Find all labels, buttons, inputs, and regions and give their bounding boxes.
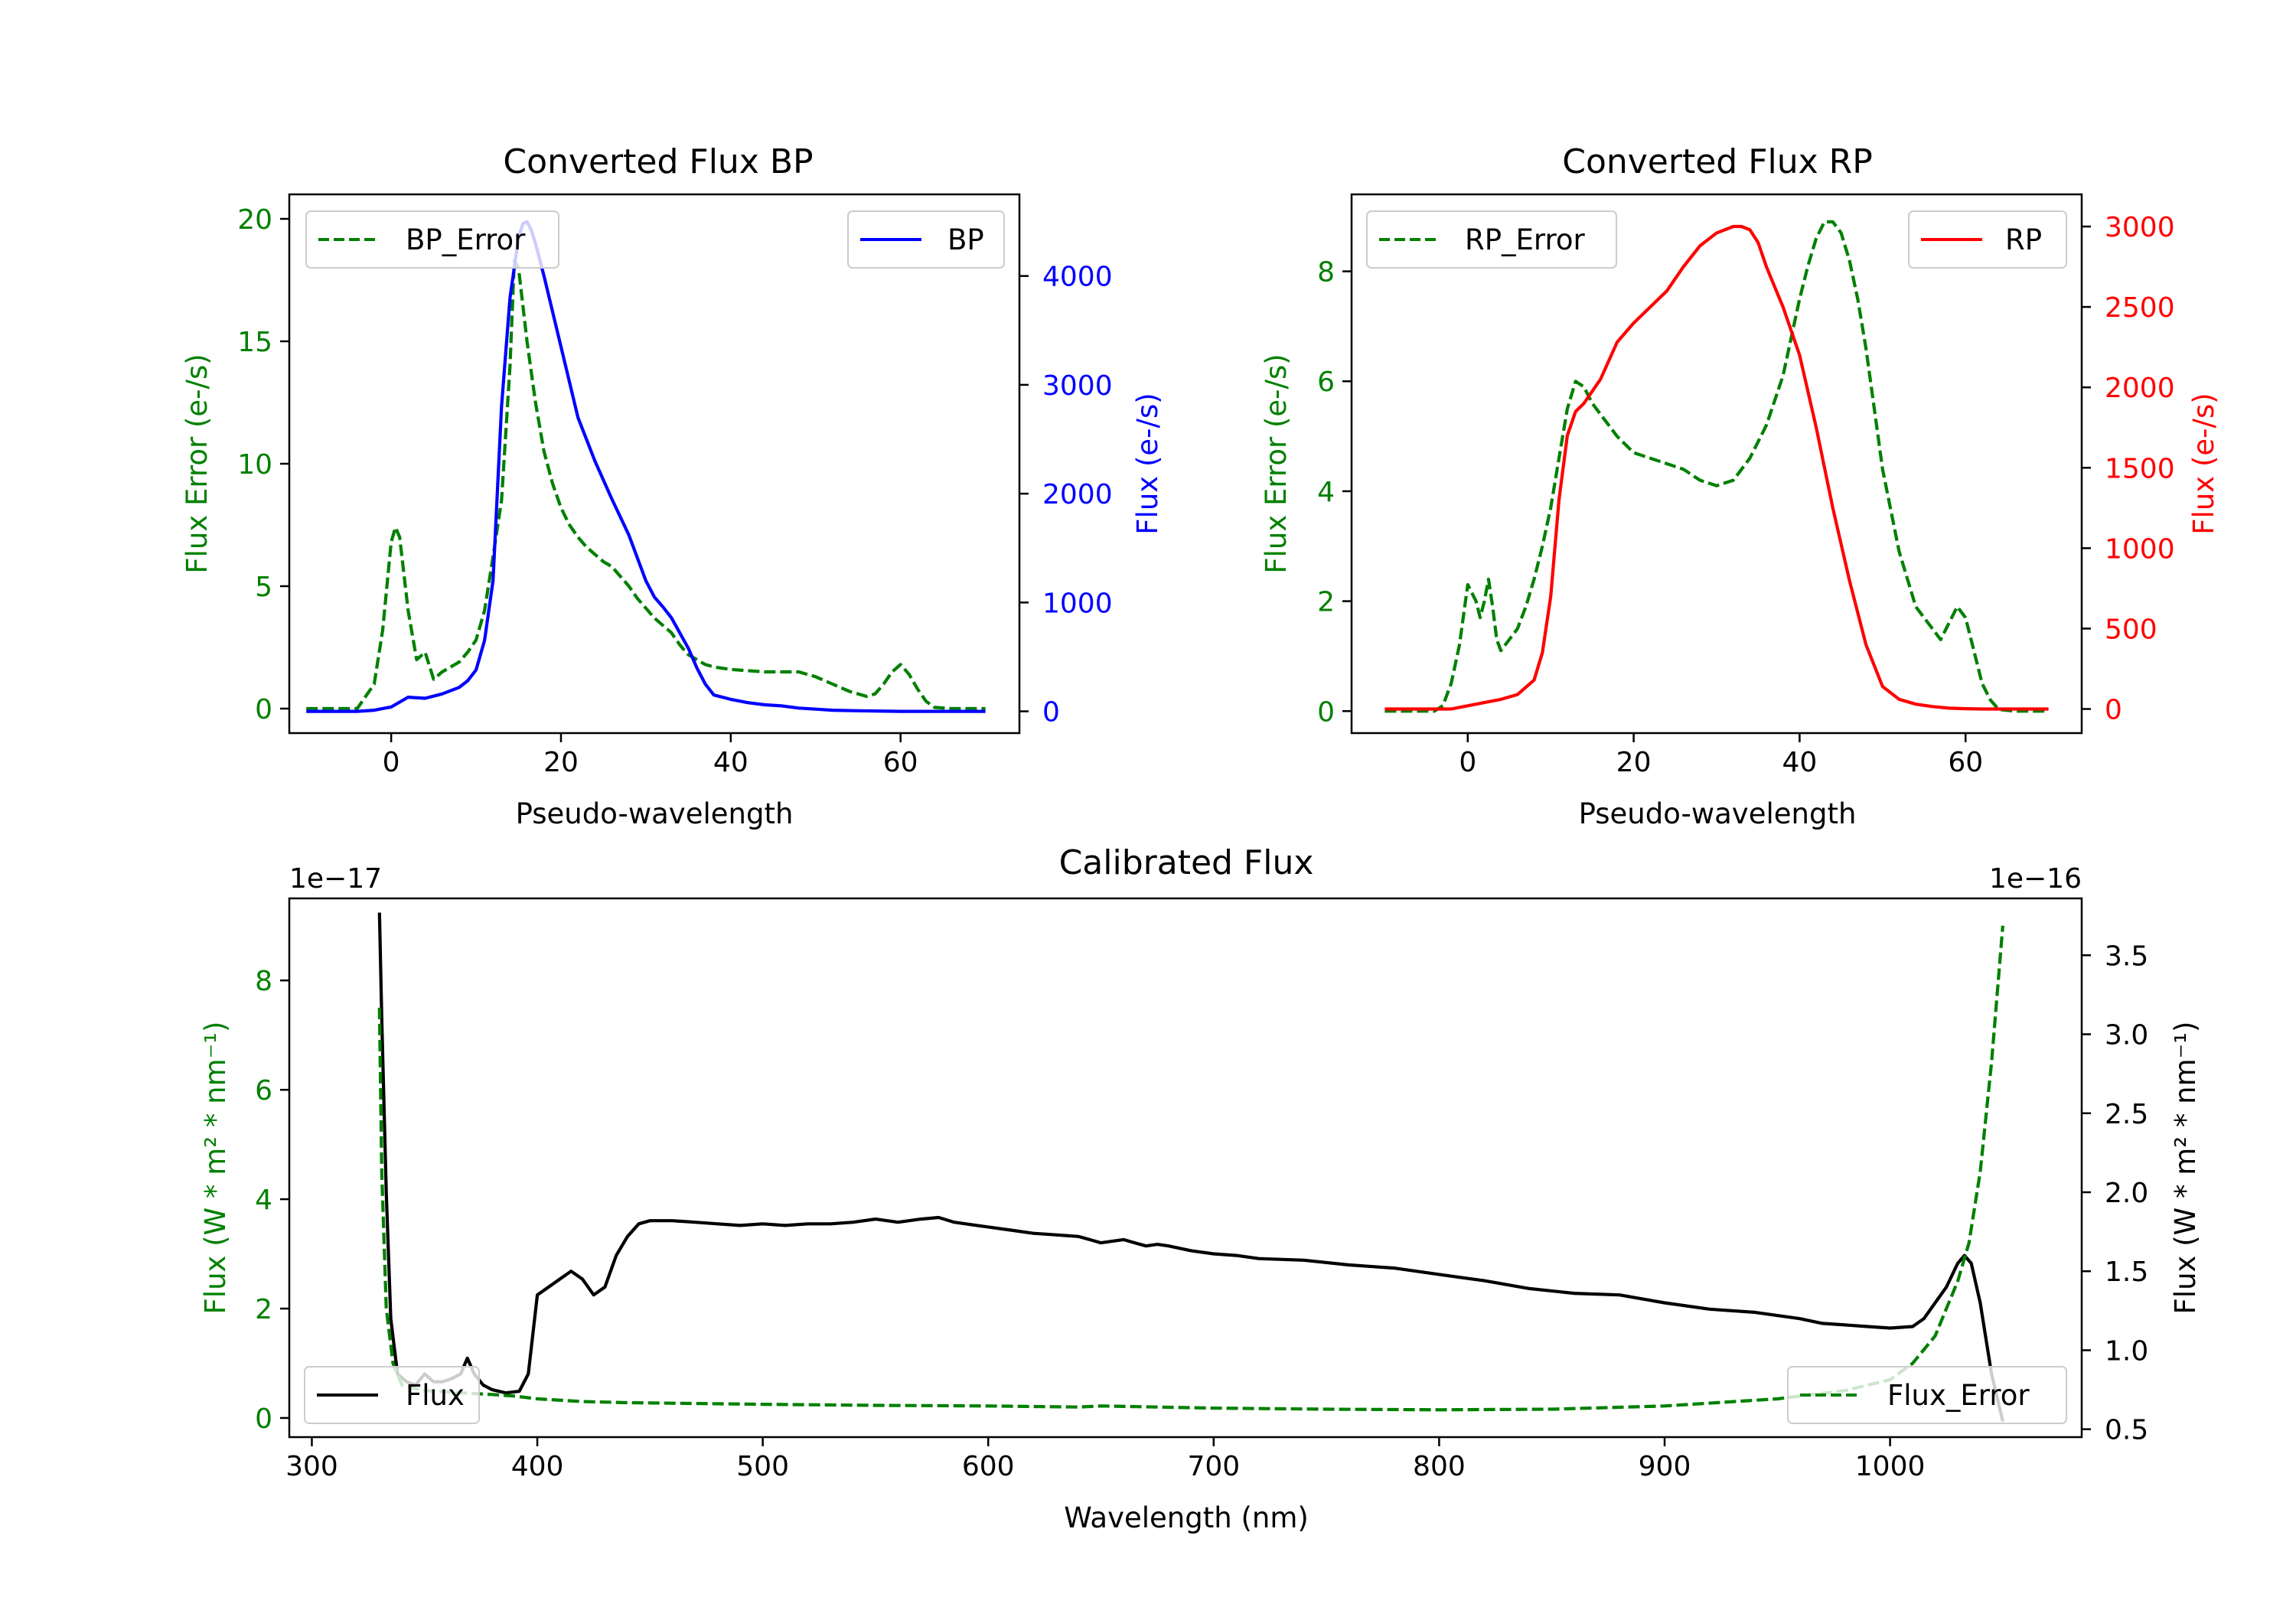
bp-ylabel-right: Flux (e-/s)	[1131, 393, 1164, 534]
cal-series-flux	[377, 912, 2004, 1422]
bp-ytick-right-label: 1000	[1042, 588, 1113, 619]
rp-ytick-right-label: 2000	[2105, 373, 2175, 404]
rp-ytick-right-label: 2500	[2105, 292, 2175, 324]
cal-xtick-label: 800	[1413, 1451, 1466, 1482]
cal-ytick-right-label: 1.5	[2105, 1257, 2148, 1288]
cal-ticks: 300 400 500 600 700 800 900 1000 0 2 4 6 8 0.5 1.0 1.5 2…	[255, 940, 2148, 1482]
bp-xtick-label: 0	[383, 747, 400, 778]
cal-xtick-label: 1000	[1855, 1451, 1926, 1482]
cal-ytick-left-label: 0	[255, 1403, 272, 1435]
bp-ytick-right-label: 2000	[1042, 479, 1113, 510]
rp-ytick-left-label: 2	[1317, 587, 1335, 618]
cal-xtick-label: 900	[1639, 1451, 1691, 1482]
cal-xlabel: Wavelength (nm)	[1064, 1501, 1309, 1534]
bp-series-bp-error	[306, 259, 986, 711]
cal-axes-frame	[288, 897, 2083, 1439]
panel-bp: Converted Flux BP 0 20 40 60 0 5 10 15 20 0 1000 20…	[181, 142, 1164, 830]
bp-ytick-left-label: 0	[255, 694, 272, 725]
cal-legend-flux: Flux	[304, 1366, 480, 1424]
rp-legend-error-box	[1366, 210, 1617, 269]
cal-ytick-right-label: 2.0	[2105, 1178, 2148, 1209]
rp-ytick-right-label: 1000	[2105, 533, 2175, 565]
rp-legend-flux-box	[1908, 210, 2067, 269]
bp-ytick-left-label: 20	[237, 204, 272, 236]
cal-offset-right: 1e−16	[1989, 863, 2082, 895]
rp-xlabel: Pseudo-wavelength	[1579, 797, 1857, 830]
cal-legend-flux-box	[304, 1366, 480, 1424]
cal-ytick-right-label: 2.5	[2105, 1099, 2148, 1130]
cal-legend-error-label: Flux_Error	[1887, 1379, 2030, 1412]
bp-ytick-right-label: 4000	[1042, 262, 1113, 293]
cal-ytick-right-label: 3.0	[2105, 1020, 2148, 1051]
cal-ylabel-left: Flux (W * m² * nm⁻¹)	[199, 1022, 232, 1315]
bp-legend-flux: BP	[847, 210, 1005, 269]
rp-legend-error: RP_Error	[1366, 210, 1617, 269]
rp-ticks: 0 20 40 60 0 2 4 6 8 0 500 1000 1500 2000 2500 3000	[1317, 212, 2175, 778]
rp-series-rp-error	[1384, 220, 2049, 713]
cal-ytick-right-label: 1.0	[2105, 1335, 2148, 1367]
cal-xtick-label: 600	[962, 1451, 1015, 1482]
bp-ylabel-left: Flux Error (e-/s)	[181, 354, 214, 573]
rp-xtick-label: 60	[1948, 747, 1983, 778]
cal-legend-error-box	[1787, 1366, 2067, 1424]
rp-xtick-label: 20	[1616, 747, 1652, 778]
bp-xtick-label: 20	[543, 747, 579, 778]
bp-ytick-right-label: 3000	[1042, 370, 1113, 402]
rp-legend-flux-label: RP	[2005, 223, 2042, 256]
panel-calibrated: Calibrated Flux 1e−17 1e−16 300 400 500 600…	[199, 843, 2202, 1534]
bp-legend-flux-box	[847, 210, 1005, 269]
cal-offset-left: 1e−17	[289, 863, 382, 895]
bp-xlabel: Pseudo-wavelength	[516, 797, 794, 830]
rp-legend-flux: RP	[1908, 210, 2067, 269]
cal-ytick-left-label: 6	[255, 1075, 272, 1107]
bp-legend-error: BP_Error	[305, 210, 559, 269]
rp-legend-error-label: RP_Error	[1465, 223, 1585, 256]
cal-legend-flux-label: Flux	[406, 1379, 465, 1412]
bp-ytick-left-label: 5	[255, 572, 272, 603]
rp-ylabel-right: Flux (e-/s)	[2187, 393, 2220, 534]
rp-ylabel-left: Flux Error (e-/s)	[1260, 354, 1293, 573]
rp-ytick-right-label: 0	[2105, 694, 2122, 725]
cal-ytick-left-label: 4	[255, 1185, 272, 1216]
bp-ytick-right-label: 0	[1042, 697, 1060, 729]
bp-xtick-label: 40	[713, 747, 748, 778]
rp-axes-frame	[1350, 193, 2083, 735]
bp-ticks: 0 20 40 60 0 5 10 15 20 0 1000 2000 3000 4000	[237, 204, 1112, 778]
rp-title: Converted Flux RP	[1562, 142, 1873, 181]
rp-ytick-left-label: 4	[1317, 477, 1335, 508]
cal-xtick-label: 500	[736, 1451, 789, 1482]
cal-ytick-left-label: 8	[255, 966, 272, 997]
bp-ytick-left-label: 10	[237, 449, 272, 481]
bp-title: Converted Flux BP	[503, 142, 813, 181]
rp-xtick-label: 40	[1782, 747, 1818, 778]
rp-ytick-left-label: 8	[1317, 257, 1335, 288]
bp-legend-error-box	[305, 210, 559, 269]
cal-ytick-left-label: 2	[255, 1294, 272, 1325]
panel-rp: Converted Flux RP 0 20 40 60 0 2 4 6 8 0 500 1000 15…	[1260, 142, 2220, 830]
rp-xtick-label: 0	[1459, 747, 1476, 778]
cal-xtick-label: 700	[1187, 1451, 1240, 1482]
rp-ytick-right-label: 3000	[2105, 212, 2175, 243]
cal-legend-error: Flux_Error	[1787, 1366, 2067, 1424]
bp-legend-flux-label: BP	[947, 223, 984, 256]
rp-ytick-right-label: 1500	[2105, 453, 2175, 484]
bp-legend-error-label: BP_Error	[406, 223, 526, 256]
cal-ylabel-right: Flux (W * m² * nm⁻¹)	[2169, 1022, 2202, 1315]
cal-ytick-right-label: 0.5	[2105, 1415, 2148, 1446]
rp-plot-area	[1384, 220, 2049, 713]
bp-plot-area	[306, 220, 986, 713]
rp-series-rp	[1384, 224, 2049, 711]
rp-ytick-left-label: 6	[1317, 367, 1335, 398]
rp-ytick-left-label: 0	[1317, 696, 1335, 728]
bp-xtick-label: 60	[883, 747, 918, 778]
rp-ytick-right-label: 500	[2105, 614, 2157, 645]
cal-title: Calibrated Flux	[1059, 843, 1314, 882]
bp-series-bp	[306, 220, 986, 713]
cal-ytick-right-label: 3.5	[2105, 940, 2148, 972]
bp-ytick-left-label: 15	[237, 327, 272, 358]
cal-xtick-label: 300	[285, 1451, 338, 1482]
cal-xtick-label: 400	[511, 1451, 564, 1482]
